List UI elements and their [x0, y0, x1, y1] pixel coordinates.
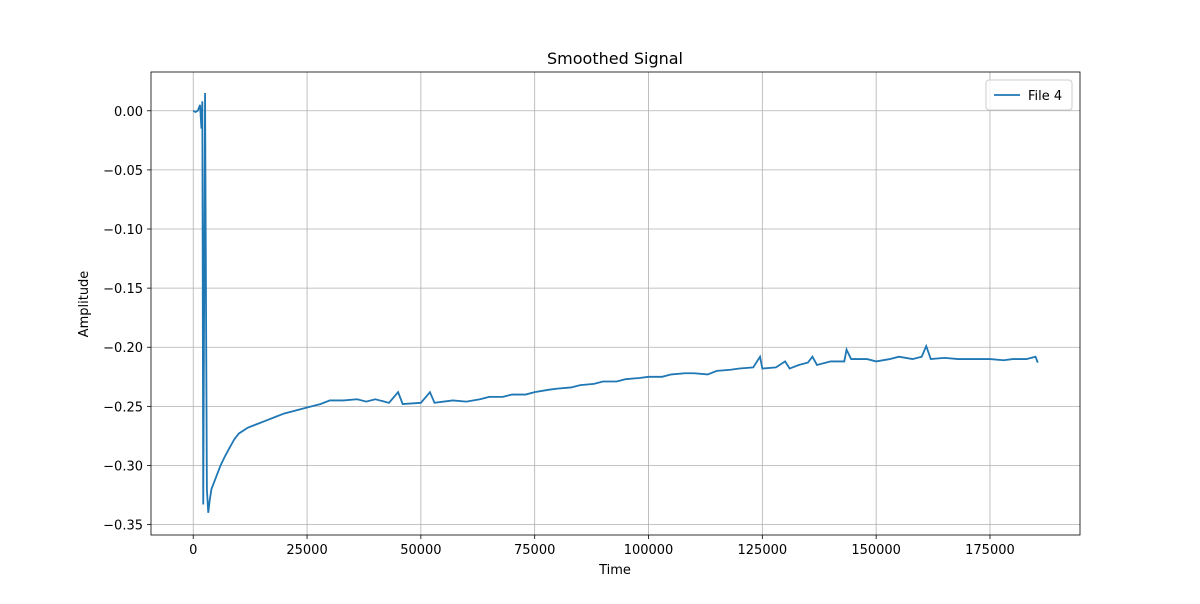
legend-box — [985, 79, 1073, 111]
x-tick-label: 75000 — [514, 543, 555, 558]
y-tick-label: 0.00 — [114, 105, 143, 120]
x-tick-label: 150000 — [851, 543, 901, 558]
y-tick-label: −0.20 — [103, 341, 143, 356]
chart-title: Smoothed Signal — [547, 49, 683, 68]
y-tick-label: −0.30 — [103, 459, 143, 474]
y-axis-label: Amplitude — [77, 271, 92, 338]
x-tick-label: 50000 — [400, 543, 441, 558]
y-tick-label: −0.25 — [103, 400, 143, 415]
x-tick-label: 175000 — [965, 543, 1015, 558]
y-tick-label: −0.05 — [103, 164, 143, 179]
legend-label: File 4 — [1028, 89, 1062, 104]
y-tick-label: −0.10 — [103, 223, 143, 238]
data-line — [192, 93, 1039, 513]
x-tick-label: 125000 — [738, 543, 788, 558]
y-tick-label: −0.15 — [103, 282, 143, 297]
plot-frame — [150, 71, 1081, 536]
x-axis-label: Time — [598, 563, 631, 578]
y-tick-label: −0.35 — [103, 519, 143, 534]
x-tick-label: 0 — [189, 543, 197, 558]
x-tick-label: 100000 — [624, 543, 674, 558]
x-tick-label: 25000 — [286, 543, 327, 558]
